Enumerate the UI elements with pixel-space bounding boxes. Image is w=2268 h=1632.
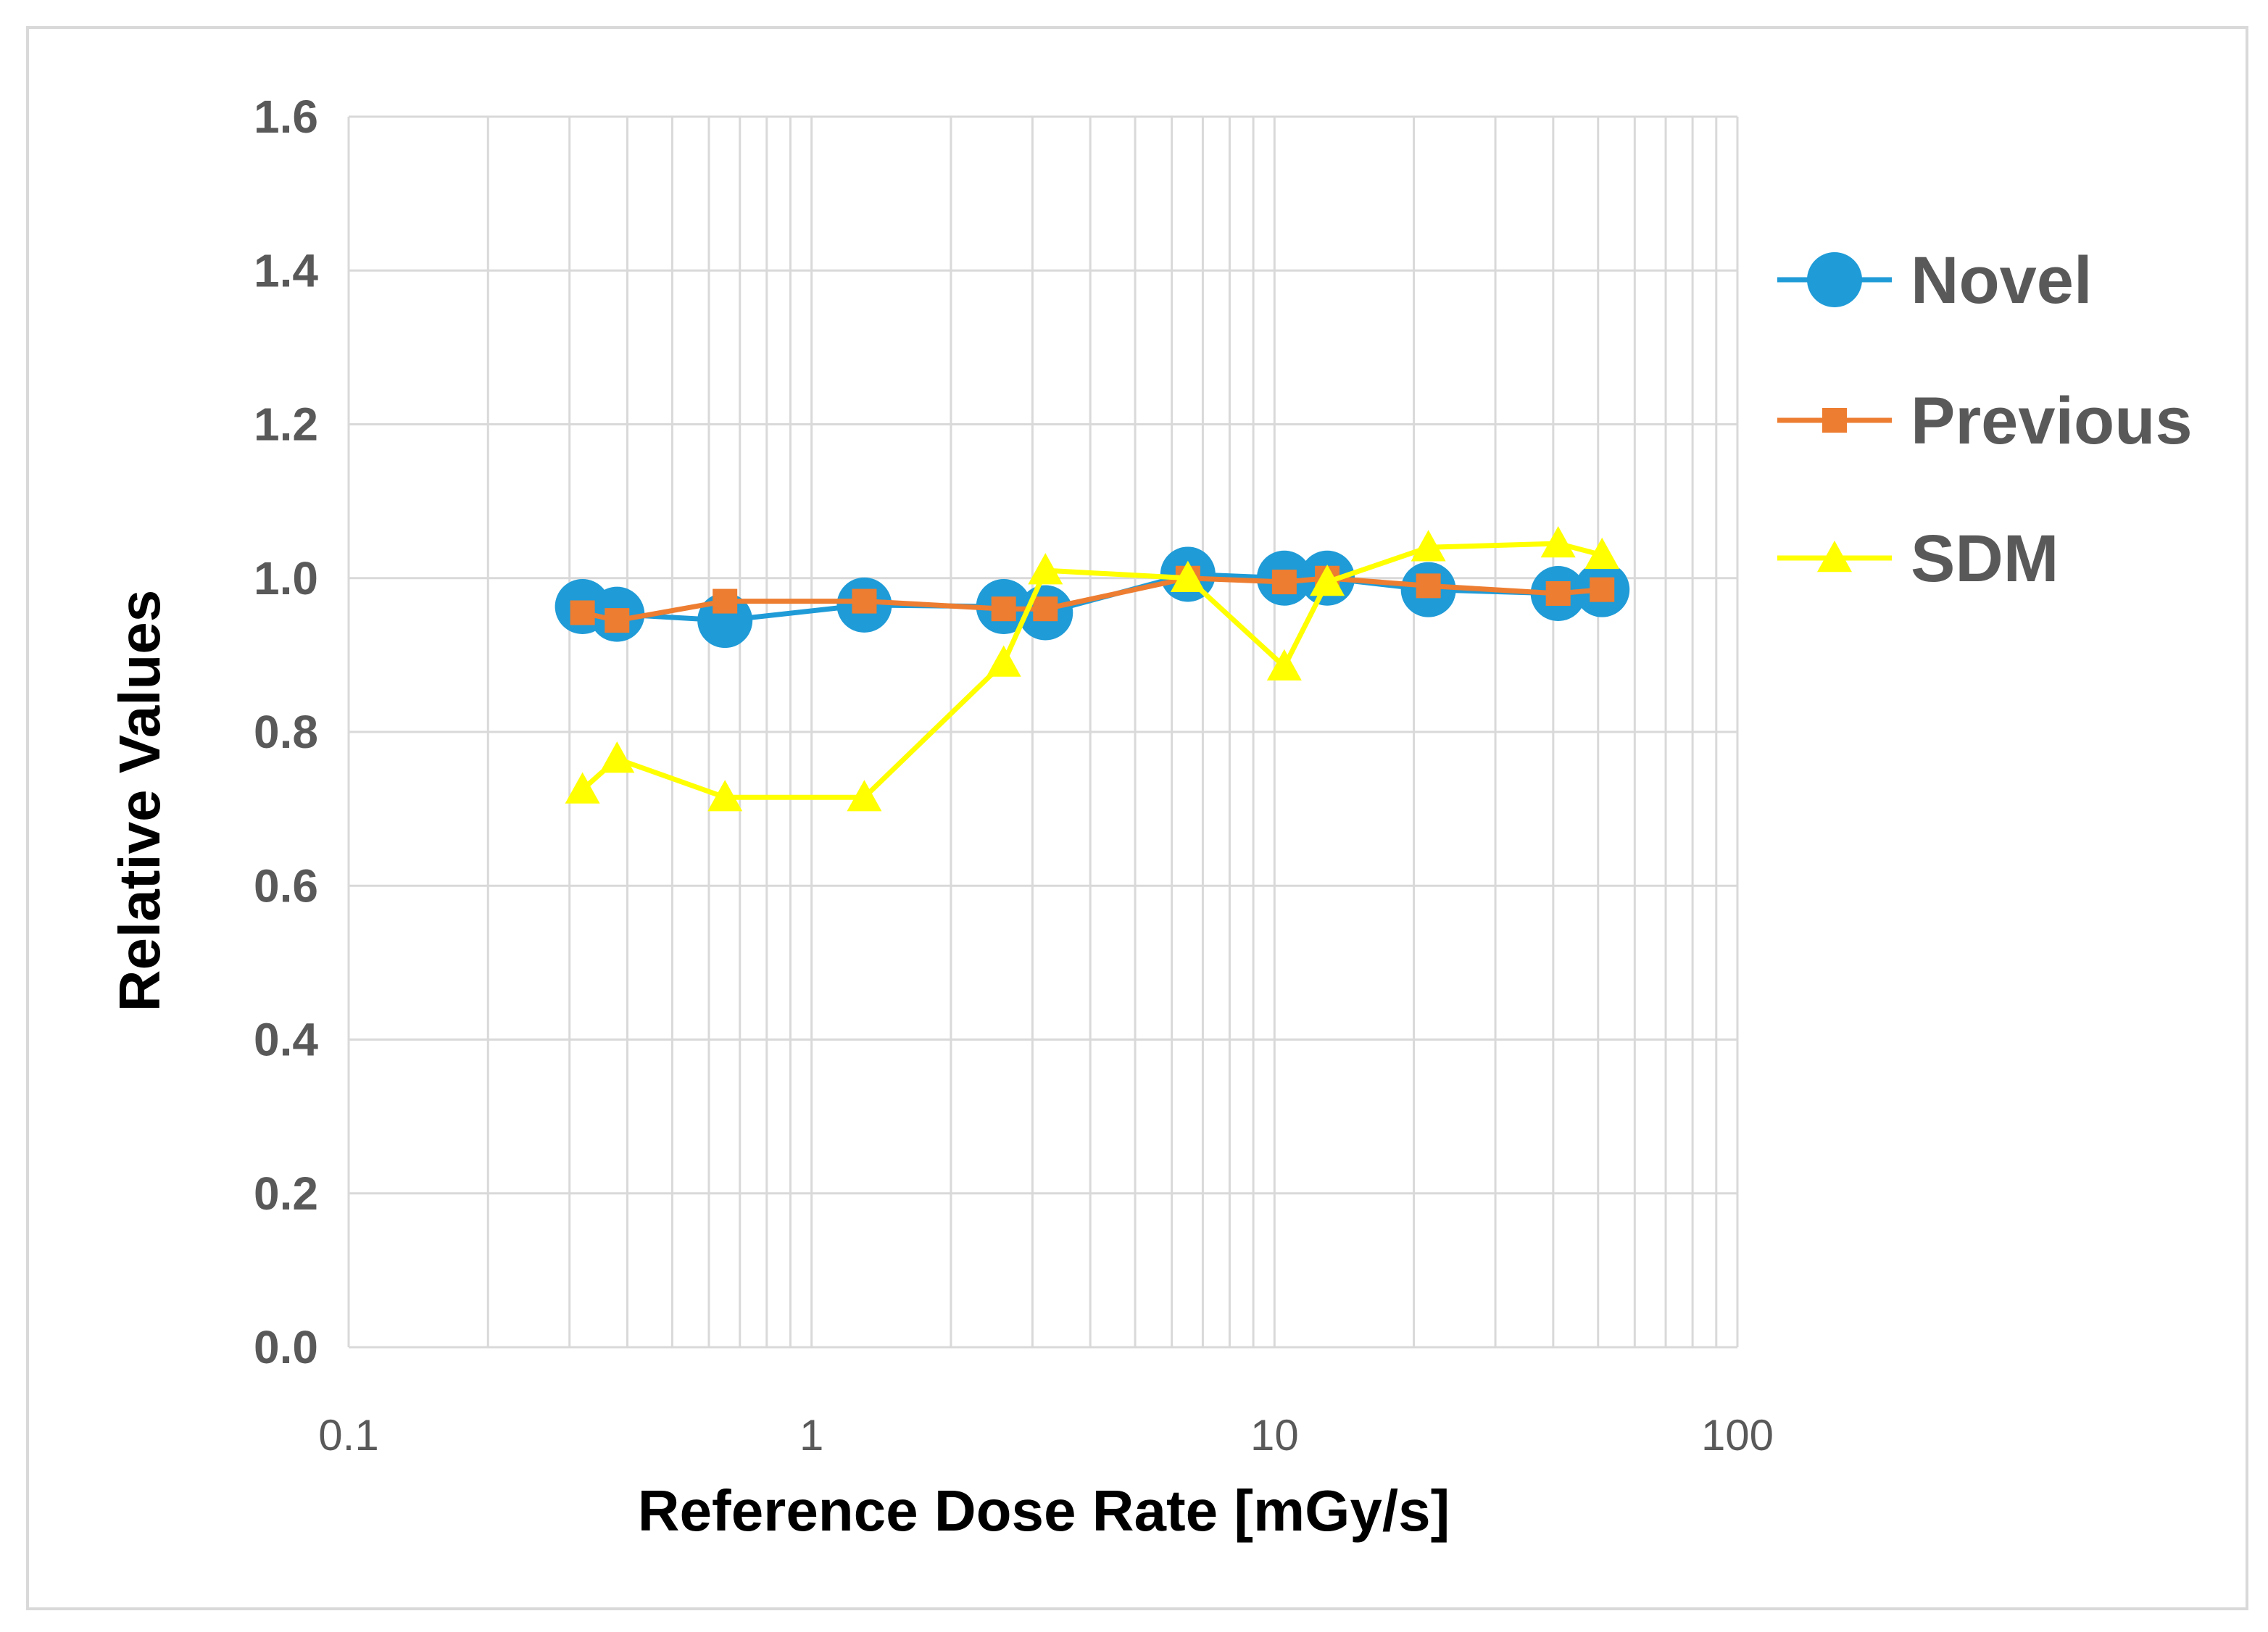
y-tick-label: 0.0 [254, 1321, 318, 1373]
previous-point [1416, 573, 1441, 599]
previous-point [570, 600, 595, 625]
x-axis-ticks: 0.1 1 10 100 [318, 1411, 1774, 1460]
previous-point [1590, 577, 1615, 602]
y-tick-label: 1.0 [254, 552, 318, 604]
sdm-point [1540, 525, 1576, 558]
legend-label: SDM [1911, 522, 2059, 596]
legend-item-sdm: SDM [1777, 522, 2059, 596]
y-tick-label: 1.2 [254, 399, 318, 451]
legend-item-previous: Previous [1777, 384, 2193, 458]
x-axis-title: Reference Dose Rate [mGy/s] [638, 1478, 1450, 1543]
previous-point [991, 596, 1016, 622]
legend-item-novel: Novel [1777, 243, 2093, 317]
y-tick-label: 0.8 [254, 706, 318, 758]
sdm-line [581, 541, 1603, 800]
sdm-point [1266, 649, 1302, 680]
grid-lines [347, 115, 1739, 1349]
y-tick-label: 1.4 [254, 244, 318, 296]
series-layer [554, 525, 1630, 812]
legend-label: Previous [1911, 384, 2193, 458]
legend-swatch-marker [1807, 252, 1862, 307]
y-tick-label: 0.6 [254, 859, 318, 912]
legend-swatch-marker [1817, 541, 1852, 573]
sdm-point [1411, 530, 1446, 562]
y-tick-label: 1.6 [254, 91, 318, 143]
sdm-point [707, 780, 743, 812]
x-tick-label: 1 [799, 1411, 823, 1460]
chart-frame: 0.0 0.2 0.4 0.6 0.8 1.0 1.2 1.4 1.6 0.1 1 10 100 Re… [26, 26, 2248, 1610]
y-tick-label: 0.2 [254, 1167, 318, 1220]
sdm-point [565, 772, 600, 804]
legend: Novel Previous SDM [1777, 243, 2193, 596]
sdm-point [1310, 565, 1345, 596]
x-tick-label: 100 [1701, 1411, 1774, 1460]
sdm-point [986, 645, 1021, 677]
legend-swatch-marker [1822, 408, 1847, 433]
novel-point [697, 593, 753, 649]
previous-line [581, 575, 1603, 623]
previous-point [713, 588, 738, 614]
previous-point [1271, 570, 1297, 595]
sdm-point [1170, 560, 1205, 592]
line-chart: 0.0 0.2 0.4 0.6 0.8 1.0 1.2 1.4 1.6 0.1 1 10 100 Re… [107, 91, 2193, 1543]
previous-point [1545, 580, 1571, 606]
x-tick-label: 0.1 [318, 1411, 378, 1460]
legend-label: Novel [1911, 243, 2093, 317]
sdm-point [1028, 553, 1063, 585]
y-tick-label: 0.4 [254, 1014, 318, 1066]
previous-point [852, 588, 877, 614]
series-sdm [565, 525, 1620, 812]
x-tick-label: 10 [1250, 1411, 1299, 1460]
sdm-point [1584, 537, 1620, 570]
y-axis-title: Relative Values [107, 590, 172, 1012]
previous-point [1033, 596, 1058, 622]
sdm-point [847, 780, 882, 812]
y-axis-ticks: 0.0 0.2 0.4 0.6 0.8 1.0 1.2 1.4 1.6 [254, 91, 318, 1373]
sdm-point [599, 741, 635, 773]
previous-point [605, 608, 630, 633]
